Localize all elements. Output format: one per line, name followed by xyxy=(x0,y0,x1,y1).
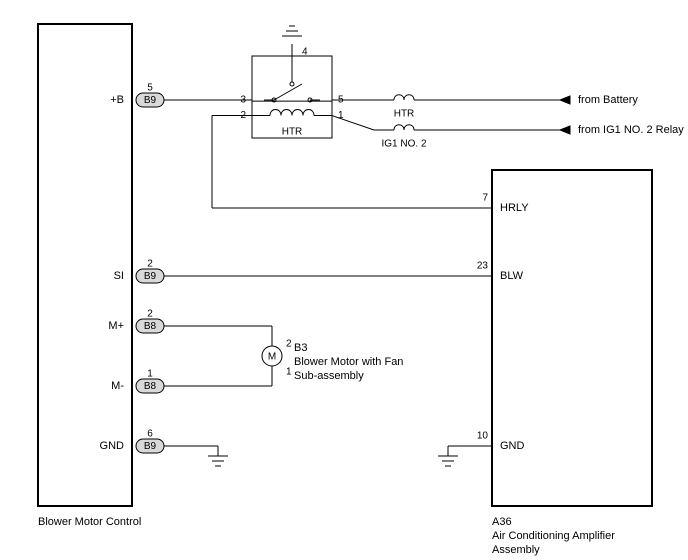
svg-text:B8: B8 xyxy=(144,381,157,392)
svg-text:HTR: HTR xyxy=(394,109,415,120)
svg-text:GND: GND xyxy=(100,440,125,452)
svg-text:6: 6 xyxy=(147,429,153,440)
svg-text:10: 10 xyxy=(477,431,489,442)
svg-text:M: M xyxy=(268,352,276,363)
svg-text:Blower Motor Control: Blower Motor Control xyxy=(38,516,141,528)
svg-text:Blower Motor with Fan: Blower Motor with Fan xyxy=(294,356,403,368)
svg-text:B9: B9 xyxy=(144,95,157,106)
svg-text:from Battery: from Battery xyxy=(578,94,638,106)
svg-text:M-: M- xyxy=(111,380,124,392)
svg-text:B3: B3 xyxy=(294,342,307,354)
svg-text:HRLY: HRLY xyxy=(500,202,529,214)
svg-text:Assembly: Assembly xyxy=(492,544,540,556)
svg-text:2: 2 xyxy=(147,259,153,270)
svg-text:1: 1 xyxy=(286,367,292,378)
svg-text:23: 23 xyxy=(477,261,489,272)
svg-text:A36: A36 xyxy=(492,516,512,528)
svg-text:1: 1 xyxy=(147,369,153,380)
svg-text:Air Conditioning Amplifier: Air Conditioning Amplifier xyxy=(492,530,615,542)
svg-text:+B: +B xyxy=(110,94,124,106)
svg-text:SI: SI xyxy=(114,270,124,282)
svg-text:B9: B9 xyxy=(144,441,157,452)
svg-text:GND: GND xyxy=(500,440,525,452)
svg-text:4: 4 xyxy=(302,47,308,58)
svg-text:from IG1 NO. 2 Relay: from IG1 NO. 2 Relay xyxy=(578,124,684,136)
svg-text:2: 2 xyxy=(147,309,153,320)
svg-text:5: 5 xyxy=(147,83,153,94)
svg-text:7: 7 xyxy=(482,193,488,204)
svg-text:BLW: BLW xyxy=(500,270,524,282)
svg-text:M+: M+ xyxy=(108,320,124,332)
svg-text:IG1 NO. 2: IG1 NO. 2 xyxy=(381,139,426,150)
svg-text:B8: B8 xyxy=(144,321,157,332)
svg-text:Sub-assembly: Sub-assembly xyxy=(294,370,364,382)
svg-text:B9: B9 xyxy=(144,271,157,282)
svg-text:2: 2 xyxy=(286,339,292,350)
svg-text:HTR: HTR xyxy=(282,127,303,138)
